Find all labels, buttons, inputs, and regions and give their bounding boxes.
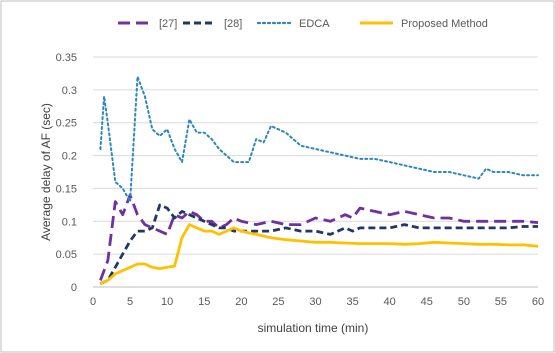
legend-label-2: EDCA [299, 18, 330, 30]
y-tick-label: 0.35 [56, 52, 77, 64]
x-tick-label: 35 [346, 296, 358, 308]
y-tick-label: 0.05 [56, 249, 77, 261]
x-tick-label: 60 [532, 296, 544, 308]
series-lines [99, 75, 539, 285]
y-tick-label: 0.1 [62, 216, 77, 228]
x-axis-label: simulation time (min) [258, 321, 369, 335]
y-tick-label: 0.3 [62, 85, 77, 97]
x-tick-labels: 0 5 10 15 20 25 30 35 40 45 50 55 60 [90, 296, 544, 308]
legend-label-0: [27] [159, 18, 177, 30]
series-line-0 [99, 193, 539, 281]
x-tick-label: 30 [309, 296, 321, 308]
gridlines [93, 56, 538, 288]
x-tick-label: 10 [161, 296, 173, 308]
y-axis-label: Average delay of AF (sec) [39, 103, 53, 241]
y-tick-labels: 0 0.05 0.1 0.15 0.2 0.25 0.3 0.35 [56, 52, 77, 294]
legend-label-1: [28] [224, 18, 242, 30]
y-tick-label: 0.2 [62, 151, 77, 163]
legend-label-3: Proposed Method [401, 18, 488, 30]
x-tick-label: 20 [235, 296, 247, 308]
y-tick-label: 0.15 [56, 183, 77, 195]
x-tick-label: 0 [90, 296, 96, 308]
x-tick-label: 15 [198, 296, 210, 308]
y-tick-label: 0.25 [56, 118, 77, 130]
series-line-2 [99, 75, 539, 203]
series-line-3 [99, 223, 539, 285]
x-tick-label: 55 [495, 296, 507, 308]
x-tick-label: 25 [272, 296, 284, 308]
legend: [27] [28] EDCA Proposed Method [118, 18, 488, 30]
x-tick-label: 45 [421, 296, 433, 308]
series-line-1 [99, 203, 538, 285]
x-tick-label: 5 [127, 296, 133, 308]
y-tick-label: 0 [71, 282, 77, 294]
x-tick-label: 50 [458, 296, 470, 308]
x-tick-label: 40 [384, 296, 396, 308]
